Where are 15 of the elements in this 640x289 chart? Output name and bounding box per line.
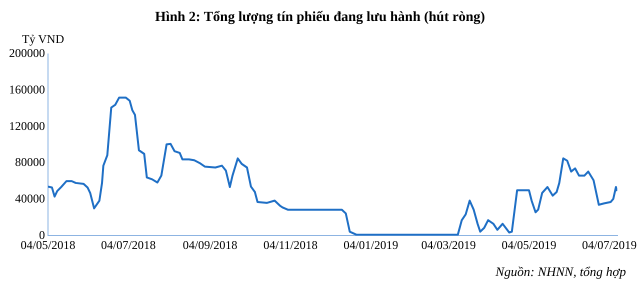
y-tick-label: 40000	[15, 191, 45, 206]
x-tick-label: 04/05/2019	[502, 238, 556, 252]
x-tick-label: 04/07/2018	[101, 238, 156, 252]
y-tick-label: 160000	[9, 82, 45, 96]
x-tick-label: 04/09/2018	[182, 238, 238, 252]
y-axis-title: Tỷ VND	[22, 32, 64, 46]
x-tick-label: 04/11/2018	[263, 238, 318, 252]
y-tick-label: 80000	[15, 155, 45, 170]
y-tick-label: 120000	[9, 118, 45, 133]
y-tick-label: 200000	[9, 46, 45, 60]
text: Nguồn: NHNN, tổng hợp	[496, 264, 626, 280]
x-tick-label: 04/07/2019	[582, 238, 637, 252]
chart-title: Hình 2: Tổng lượng tín phiếu đang lưu hành (hút ròng)	[154, 9, 486, 27]
x-tick-label: 04/01/2019	[344, 238, 398, 252]
x-tick-label: 04/03/2019	[421, 238, 476, 252]
